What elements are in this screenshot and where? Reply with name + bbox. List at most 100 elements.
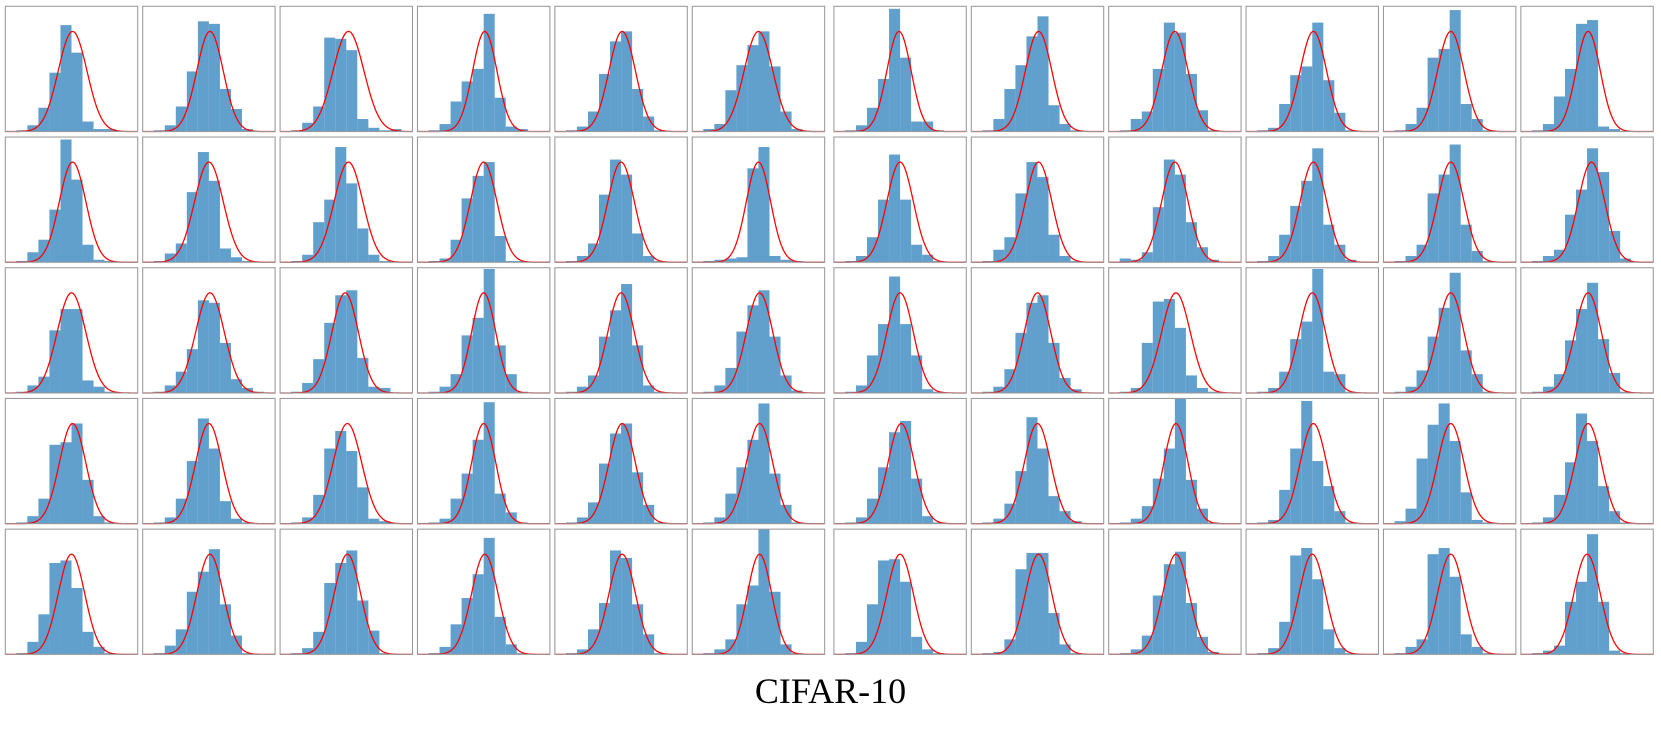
bar (1553, 494, 1565, 524)
bar (1438, 174, 1450, 263)
bar (1163, 448, 1175, 524)
bar (643, 255, 655, 263)
bar (175, 371, 187, 393)
bar (1279, 234, 1291, 263)
bar (621, 557, 633, 655)
bar (1163, 22, 1175, 132)
bar (1174, 398, 1186, 524)
bar (1048, 342, 1060, 393)
bar (164, 517, 176, 524)
bar (505, 644, 517, 655)
bar (1312, 22, 1324, 132)
bar (1174, 551, 1186, 655)
bar (780, 259, 792, 263)
bar (1542, 386, 1554, 393)
bar (1196, 508, 1208, 524)
bar (335, 562, 347, 655)
bar (1152, 595, 1164, 655)
bar (922, 649, 934, 655)
bar (241, 261, 254, 263)
bar (1449, 576, 1461, 655)
bar (505, 126, 517, 132)
panel-frame (554, 5, 688, 133)
bar (725, 258, 737, 263)
panel-frame (691, 528, 826, 655)
bar (483, 13, 495, 132)
bar (60, 560, 72, 655)
panel-frame (554, 397, 688, 525)
bar (1323, 224, 1335, 263)
bar (889, 154, 901, 263)
bar (791, 129, 803, 132)
bar (621, 31, 633, 132)
bar (1334, 511, 1346, 524)
bar (1301, 321, 1313, 393)
panel-frame (142, 5, 276, 133)
bar (1345, 391, 1357, 393)
bar (186, 192, 198, 263)
bar (186, 591, 198, 655)
fit-curve (5, 30, 138, 133)
bar (1207, 391, 1220, 393)
bar (1576, 189, 1588, 263)
bar (1026, 552, 1038, 655)
bar (900, 57, 912, 132)
bar (654, 261, 666, 263)
bar (368, 518, 380, 524)
bar (1163, 564, 1175, 655)
bar (922, 254, 934, 263)
bar (1026, 36, 1038, 132)
bar (1290, 205, 1302, 263)
bar (49, 209, 61, 263)
bar (71, 423, 83, 524)
fit-curve (692, 30, 825, 133)
bar (313, 106, 325, 132)
panel-frame (142, 136, 276, 263)
bar (1048, 613, 1060, 655)
bar (714, 385, 726, 393)
bar (1460, 634, 1472, 655)
bar (1542, 255, 1554, 263)
bar (230, 635, 242, 655)
bar (866, 355, 879, 393)
bar (900, 199, 912, 263)
bar (241, 387, 254, 393)
bar (1553, 645, 1565, 655)
panel-frame (1382, 528, 1517, 655)
bar (38, 107, 50, 132)
bar (1471, 250, 1483, 263)
panel-frame (833, 136, 967, 263)
bar (1334, 112, 1346, 132)
bar (219, 342, 231, 393)
bar (230, 257, 242, 263)
bar (747, 45, 759, 132)
bar (335, 147, 347, 263)
bar (1312, 579, 1324, 655)
panel-frame (1245, 528, 1380, 655)
bar (313, 359, 325, 393)
bar (587, 243, 600, 263)
bar (1119, 258, 1131, 263)
bar (450, 624, 462, 655)
bar (1070, 130, 1082, 132)
panel-frame (279, 5, 414, 133)
bar (736, 257, 748, 263)
panel-frame (416, 5, 551, 133)
bar (1564, 214, 1577, 263)
bar (93, 516, 105, 524)
bar (1587, 282, 1599, 393)
bar (1449, 272, 1461, 393)
bar (164, 645, 176, 655)
bar (1268, 255, 1280, 263)
bar (1609, 129, 1621, 132)
bar (379, 130, 391, 132)
bar (1587, 20, 1599, 132)
panel-frame (1108, 136, 1242, 263)
bar (1070, 261, 1082, 263)
bar (769, 591, 781, 655)
bar (1130, 649, 1142, 655)
bar (758, 290, 770, 393)
bar (1026, 302, 1038, 393)
panel-frame (833, 397, 967, 525)
bar (1334, 244, 1346, 263)
